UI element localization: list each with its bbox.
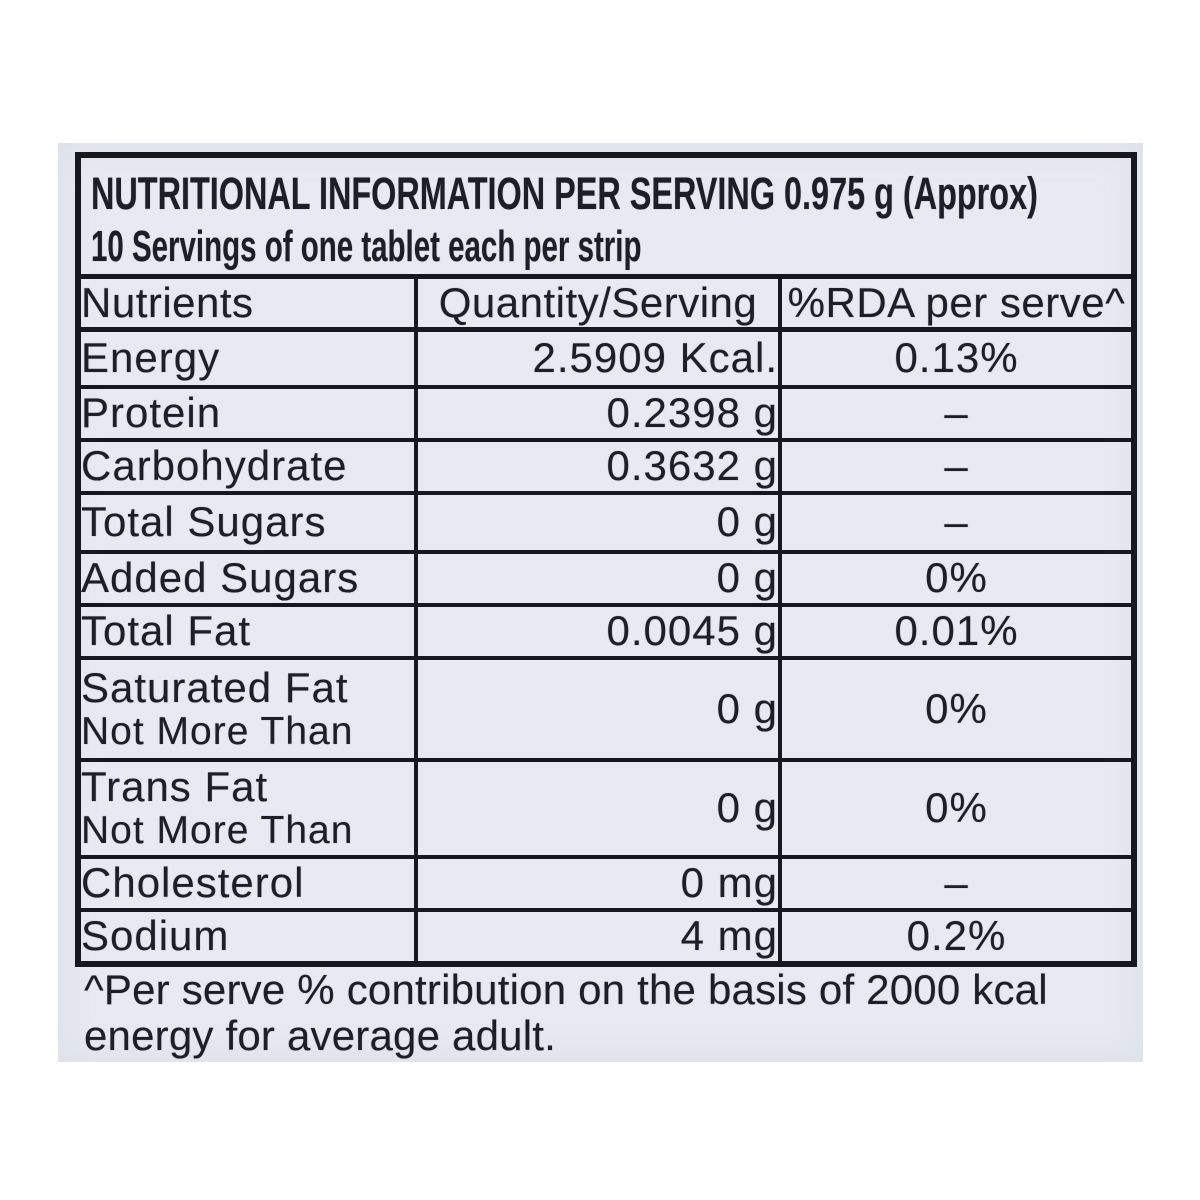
rda-value: –: [778, 490, 1136, 554]
footnote-line-1: ^Per serve % contribution on the basis o…: [84, 966, 1048, 1013]
quantity-value: 0 g: [414, 549, 782, 607]
nutrient-cell: Cholesterol: [76, 854, 418, 912]
table-row-energy: Energy 2.5909 Kcal. 0.13%: [76, 327, 1136, 389]
nutrient-cell: Saturated Fat Not More Than: [76, 655, 418, 762]
nutrition-table: NUTRITIONAL INFORMATION PER SERVING 0.97…: [75, 152, 1137, 967]
footnote-line-2: energy for average adult.: [84, 1012, 556, 1059]
nutrient-note: Not More Than: [81, 809, 354, 852]
nutrient-cell: Trans Fat Not More Than: [76, 757, 418, 859]
nutrient-name: Saturated Fat: [81, 663, 349, 711]
nutrient-name: Sodium: [81, 912, 230, 959]
quantity-value: 0 g: [414, 655, 782, 762]
nutrient-name: Cholesterol: [81, 859, 305, 906]
table-row-saturated-fat: Saturated Fat Not More Than 0 g 0%: [76, 655, 1136, 762]
rda-value: 0%: [778, 549, 1136, 607]
nutrient-name: Total Sugars: [81, 498, 327, 545]
rda-value: 0%: [778, 655, 1136, 762]
title-row: NUTRITIONAL INFORMATION PER SERVING 0.97…: [76, 153, 1136, 279]
nutrient-name: Added Sugars: [81, 554, 360, 601]
rda-value: –: [778, 384, 1136, 442]
nutrient-cell: Total Sugars: [76, 490, 418, 554]
nutrient-note: Not More Than: [81, 709, 354, 753]
rda-value: 0.01%: [778, 602, 1136, 660]
table-row-trans-fat: Trans Fat Not More Than 0 g 0%: [76, 757, 1136, 859]
rda-value: –: [778, 854, 1136, 912]
nutrient-cell: Sodium: [76, 907, 418, 966]
table-subtitle: 10 Servings of one tablet each per strip: [91, 222, 642, 271]
nutrient-name: Protein: [81, 389, 222, 436]
nutrient-name: Trans Fat: [81, 763, 269, 810]
quantity-value: 2.5909 Kcal.: [414, 327, 782, 389]
table-row-added-sugars: Added Sugars 0 g 0%: [76, 549, 1136, 607]
col-header-rda: %RDA per serve^: [778, 274, 1136, 332]
title-cell: NUTRITIONAL INFORMATION PER SERVING 0.97…: [76, 153, 1136, 279]
quantity-value: 4 mg: [414, 907, 782, 966]
table-row-protein: Protein 0.2398 g –: [76, 384, 1136, 442]
table-title: NUTRITIONAL INFORMATION PER SERVING 0.97…: [91, 168, 1038, 219]
table-row-total-sugars: Total Sugars 0 g –: [76, 490, 1136, 554]
nutrient-cell: Added Sugars: [76, 549, 418, 607]
quantity-value: 0 g: [414, 490, 782, 554]
table-row-sodium: Sodium 4 mg 0.2%: [76, 907, 1136, 966]
table-row-total-fat: Total Fat 0.0045 g 0.01%: [76, 602, 1136, 660]
quantity-value: 0 mg: [414, 854, 782, 912]
nutrient-name: Carbohydrate: [81, 442, 348, 489]
quantity-value: 0.3632 g: [414, 437, 782, 495]
col-header-nutrients: Nutrients: [76, 274, 418, 332]
footnote: ^Per serve % contribution on the basis o…: [84, 967, 1048, 1059]
table-row-cholesterol: Cholesterol 0 mg –: [76, 854, 1136, 912]
nutrient-cell: Energy: [76, 327, 418, 389]
nutrient-cell: Protein: [76, 384, 418, 442]
rda-value: 0.13%: [778, 327, 1136, 389]
quantity-value: 0.2398 g: [414, 384, 782, 442]
nutrition-label: NUTRITIONAL INFORMATION PER SERVING 0.97…: [58, 143, 1143, 1062]
rda-value: 0.2%: [778, 907, 1136, 966]
nutrient-name: Total Fat: [81, 607, 252, 654]
rda-value: 0%: [778, 757, 1136, 859]
column-header-row: Nutrients Quantity/Serving %RDA per serv…: [76, 274, 1136, 332]
col-header-quantity: Quantity/Serving: [414, 274, 782, 332]
nutrient-cell: Carbohydrate: [76, 437, 418, 495]
quantity-value: 0.0045 g: [414, 602, 782, 660]
rda-value: –: [778, 437, 1136, 495]
quantity-value: 0 g: [414, 757, 782, 859]
nutrient-cell: Total Fat: [76, 602, 418, 660]
nutrient-name: Energy: [81, 334, 221, 382]
table-row-carbohydrate: Carbohydrate 0.3632 g –: [76, 437, 1136, 495]
